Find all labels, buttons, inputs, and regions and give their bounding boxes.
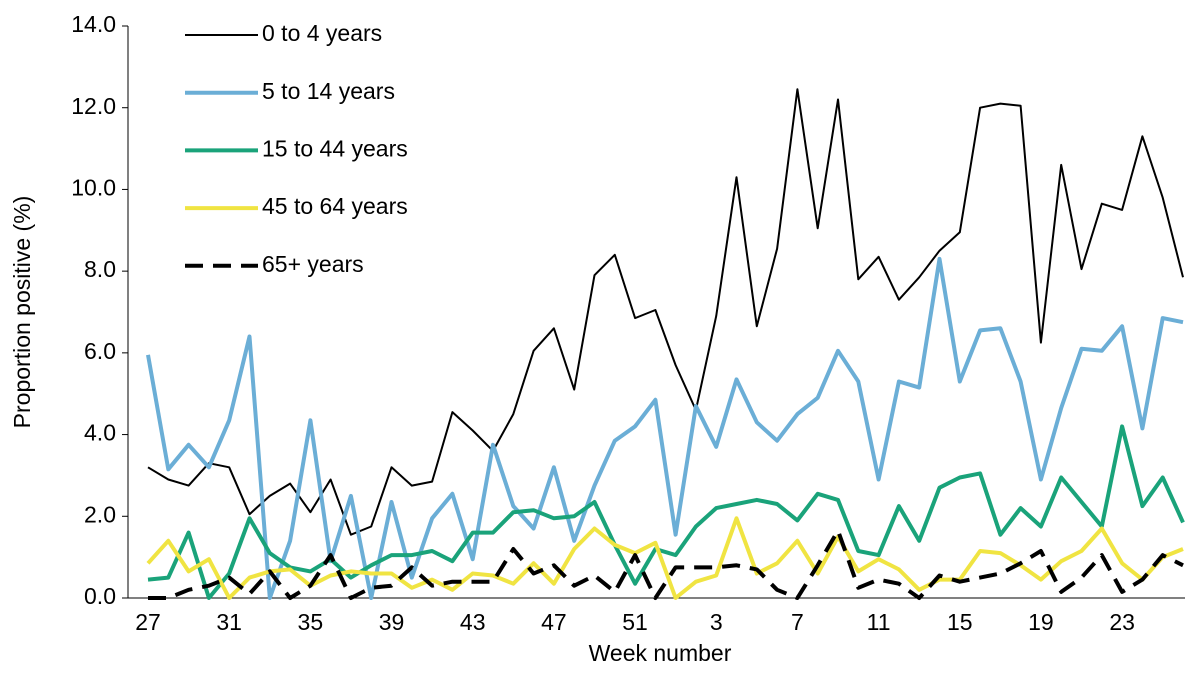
series-line xyxy=(147,424,1185,600)
x-tick-label: 3 xyxy=(710,609,723,635)
x-tick-label: 43 xyxy=(460,609,486,635)
y-tick-label: 8.0 xyxy=(84,256,116,282)
x-tick-label: 27 xyxy=(135,609,161,635)
x-tick-label: 19 xyxy=(1028,609,1054,635)
legend-label: 5 to 14 years xyxy=(262,78,395,104)
y-tick-label: 14.0 xyxy=(71,11,116,37)
x-tick-label: 47 xyxy=(541,609,567,635)
x-tick-label: 35 xyxy=(298,609,324,635)
y-tick-label: 4.0 xyxy=(84,420,116,446)
y-tick-label: 6.0 xyxy=(84,338,116,364)
series-line xyxy=(146,516,1184,600)
x-tick-label: 23 xyxy=(1109,609,1135,635)
legend-label: 45 to 64 years xyxy=(262,193,408,219)
y-tick-label: 0.0 xyxy=(84,583,116,609)
x-tick-label: 15 xyxy=(947,609,973,635)
y-axis-title: Proportion positive (%) xyxy=(9,196,35,429)
y-tick-label: 10.0 xyxy=(71,175,116,201)
x-axis-title: Week number xyxy=(589,640,732,666)
legend-label: 15 to 44 years xyxy=(262,135,408,161)
x-tick-label: 39 xyxy=(379,609,405,635)
y-tick-label: 12.0 xyxy=(71,93,116,119)
series-line xyxy=(146,256,1184,600)
legend-label: 65+ years xyxy=(262,251,364,277)
series-line xyxy=(148,528,1184,600)
x-tick-label: 51 xyxy=(622,609,648,635)
legend-label: 0 to 4 years xyxy=(262,20,382,46)
x-tick-label: 7 xyxy=(791,609,804,635)
x-tick-label: 11 xyxy=(867,609,891,635)
x-tick-label: 31 xyxy=(216,609,242,635)
y-tick-label: 2.0 xyxy=(84,501,116,527)
